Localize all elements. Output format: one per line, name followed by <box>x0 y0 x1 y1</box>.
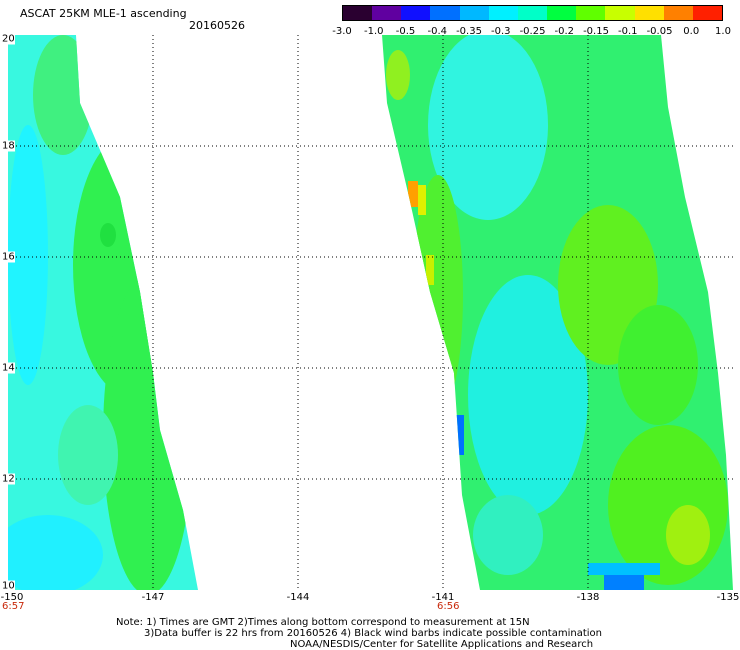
colorbar-label: -1.0 <box>363 26 384 37</box>
colorbar-label: -0.05 <box>646 26 673 37</box>
y-axis-label: 10 <box>2 580 15 592</box>
colorbar-label: -3.0 <box>332 26 352 37</box>
colorbar-segment <box>517 6 548 20</box>
colorbar-segment <box>343 6 373 20</box>
colorbar-label: -0.4 <box>427 26 448 37</box>
y-axis-label: 20 <box>2 33 15 45</box>
chart-title: ASCAT 25KM MLE-1 ascending <box>20 7 187 20</box>
note-line-2: 3)Data buffer is 22 hrs from 20160526 4)… <box>144 628 602 639</box>
x-axis-label: -147 <box>141 592 165 603</box>
colorbar-label: -0.25 <box>519 26 546 37</box>
colorbar-label: -0.5 <box>395 26 416 37</box>
y-axis-label: 12 <box>2 473 15 485</box>
grid-lines <box>8 35 733 590</box>
colorbar-segment <box>459 6 489 20</box>
colorbar-segment <box>692 6 723 20</box>
note-line-3: NOAA/NESDIS/Center for Satellite Applica… <box>290 639 594 650</box>
colorbar-label: -0.35 <box>456 26 482 37</box>
colorbar-label: 0.0 <box>683 26 700 37</box>
x-axis-label: -135 <box>716 592 740 603</box>
colorbar-segment <box>605 6 635 20</box>
x-axis-label: -150 <box>0 592 24 603</box>
y-axis-label: 16 <box>2 251 15 263</box>
colorbar <box>342 5 723 21</box>
colorbar-segment <box>634 6 664 20</box>
y-axis-label: 14 <box>2 362 15 374</box>
colorbar-label: -0.15 <box>583 26 609 37</box>
chart-date: 20160526 <box>189 19 245 32</box>
swath-west <box>8 35 198 590</box>
colorbar-segment <box>488 6 518 20</box>
colorbar-segment <box>430 6 460 20</box>
colorbar-label: -0.3 <box>490 26 511 37</box>
swath-east <box>382 35 733 590</box>
colorbar-segment <box>372 6 402 20</box>
colorbar-segment <box>576 6 606 20</box>
colorbar-segment <box>663 6 693 20</box>
x-axis-label: -138 <box>576 592 600 603</box>
note-line-1: Note: 1) Times are GMT 2)Times along bot… <box>116 617 530 628</box>
colorbar-segment <box>401 6 431 20</box>
y-axis-label: 18 <box>2 140 15 152</box>
colorbar-label: -0.2 <box>554 26 575 37</box>
x-axis-label: -141 <box>431 592 455 603</box>
colorbar-label: -0.1 <box>617 26 638 37</box>
time-label: 6:56 <box>437 601 460 612</box>
x-axis-label: -144 <box>286 592 310 603</box>
time-label: 6:57 <box>2 601 25 612</box>
colorbar-label: 1.0 <box>715 26 731 37</box>
colorbar-segment <box>547 6 577 20</box>
map-plot <box>8 35 733 590</box>
